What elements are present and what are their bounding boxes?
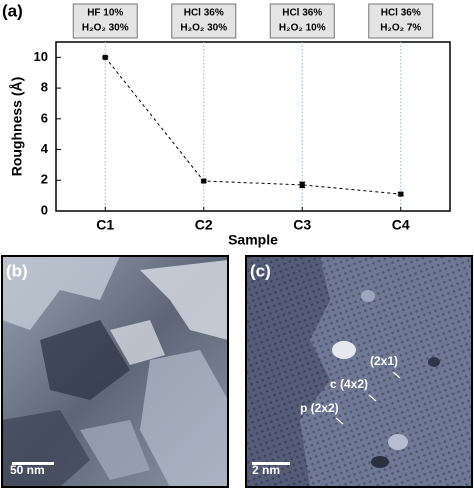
image-frame — [1, 255, 229, 488]
treatment-label: HCl 36% — [184, 8, 224, 19]
y-tick-label: 4 — [41, 141, 49, 156]
y-tick-label: 10 — [34, 49, 48, 64]
stm-image-c — [246, 256, 472, 487]
y-tick-label: 0 — [41, 202, 48, 217]
panel-label: (c) — [250, 261, 271, 280]
scale-bar — [12, 462, 54, 465]
data-point — [201, 178, 207, 184]
panel-label: (a) — [2, 1, 23, 20]
surface-annotation: (2x1) — [370, 354, 398, 368]
image-frame — [245, 255, 473, 488]
y-tick-label: 6 — [41, 110, 48, 125]
data-point — [299, 182, 305, 188]
data-line — [104, 57, 401, 195]
treatment-label: H₂O₂ 30% — [82, 23, 129, 34]
treatment-label: HCl 36% — [381, 8, 421, 19]
treatment-label: H₂O₂ 10% — [279, 23, 326, 34]
x-axis-label: Sample — [228, 232, 278, 248]
treatment-box — [72, 3, 138, 39]
stm-image-b — [2, 256, 228, 487]
surface-annotation: c (4x2) — [330, 377, 368, 391]
treatment-label: HF 10% — [87, 8, 123, 19]
panel-label: (b) — [6, 261, 28, 280]
plot-frame — [55, 41, 451, 212]
treatment-label: HCl 36% — [282, 8, 322, 19]
scale-bar-label: 50 nm — [10, 463, 45, 477]
x-tick-label: C4 — [392, 217, 410, 233]
x-tick-label: C1 — [96, 217, 114, 233]
treatment-box — [269, 3, 335, 39]
data-point — [398, 191, 404, 197]
surface-annotation: p (2x2) — [300, 401, 339, 415]
x-tick-label: C3 — [293, 217, 311, 233]
treatment-box — [171, 3, 237, 39]
data-point — [102, 54, 108, 60]
treatment-box — [368, 3, 434, 39]
x-tick-label: C2 — [195, 217, 213, 233]
scale-bar-label: 2 nm — [252, 463, 280, 477]
treatment-label: H₂O₂ 7% — [380, 23, 421, 34]
y-tick-label: 8 — [41, 80, 48, 95]
y-axis-label: Roughness (Å) — [9, 77, 25, 177]
y-tick-label: 2 — [41, 172, 48, 187]
scale-bar — [252, 462, 290, 465]
treatment-label: H₂O₂ 30% — [180, 23, 227, 34]
